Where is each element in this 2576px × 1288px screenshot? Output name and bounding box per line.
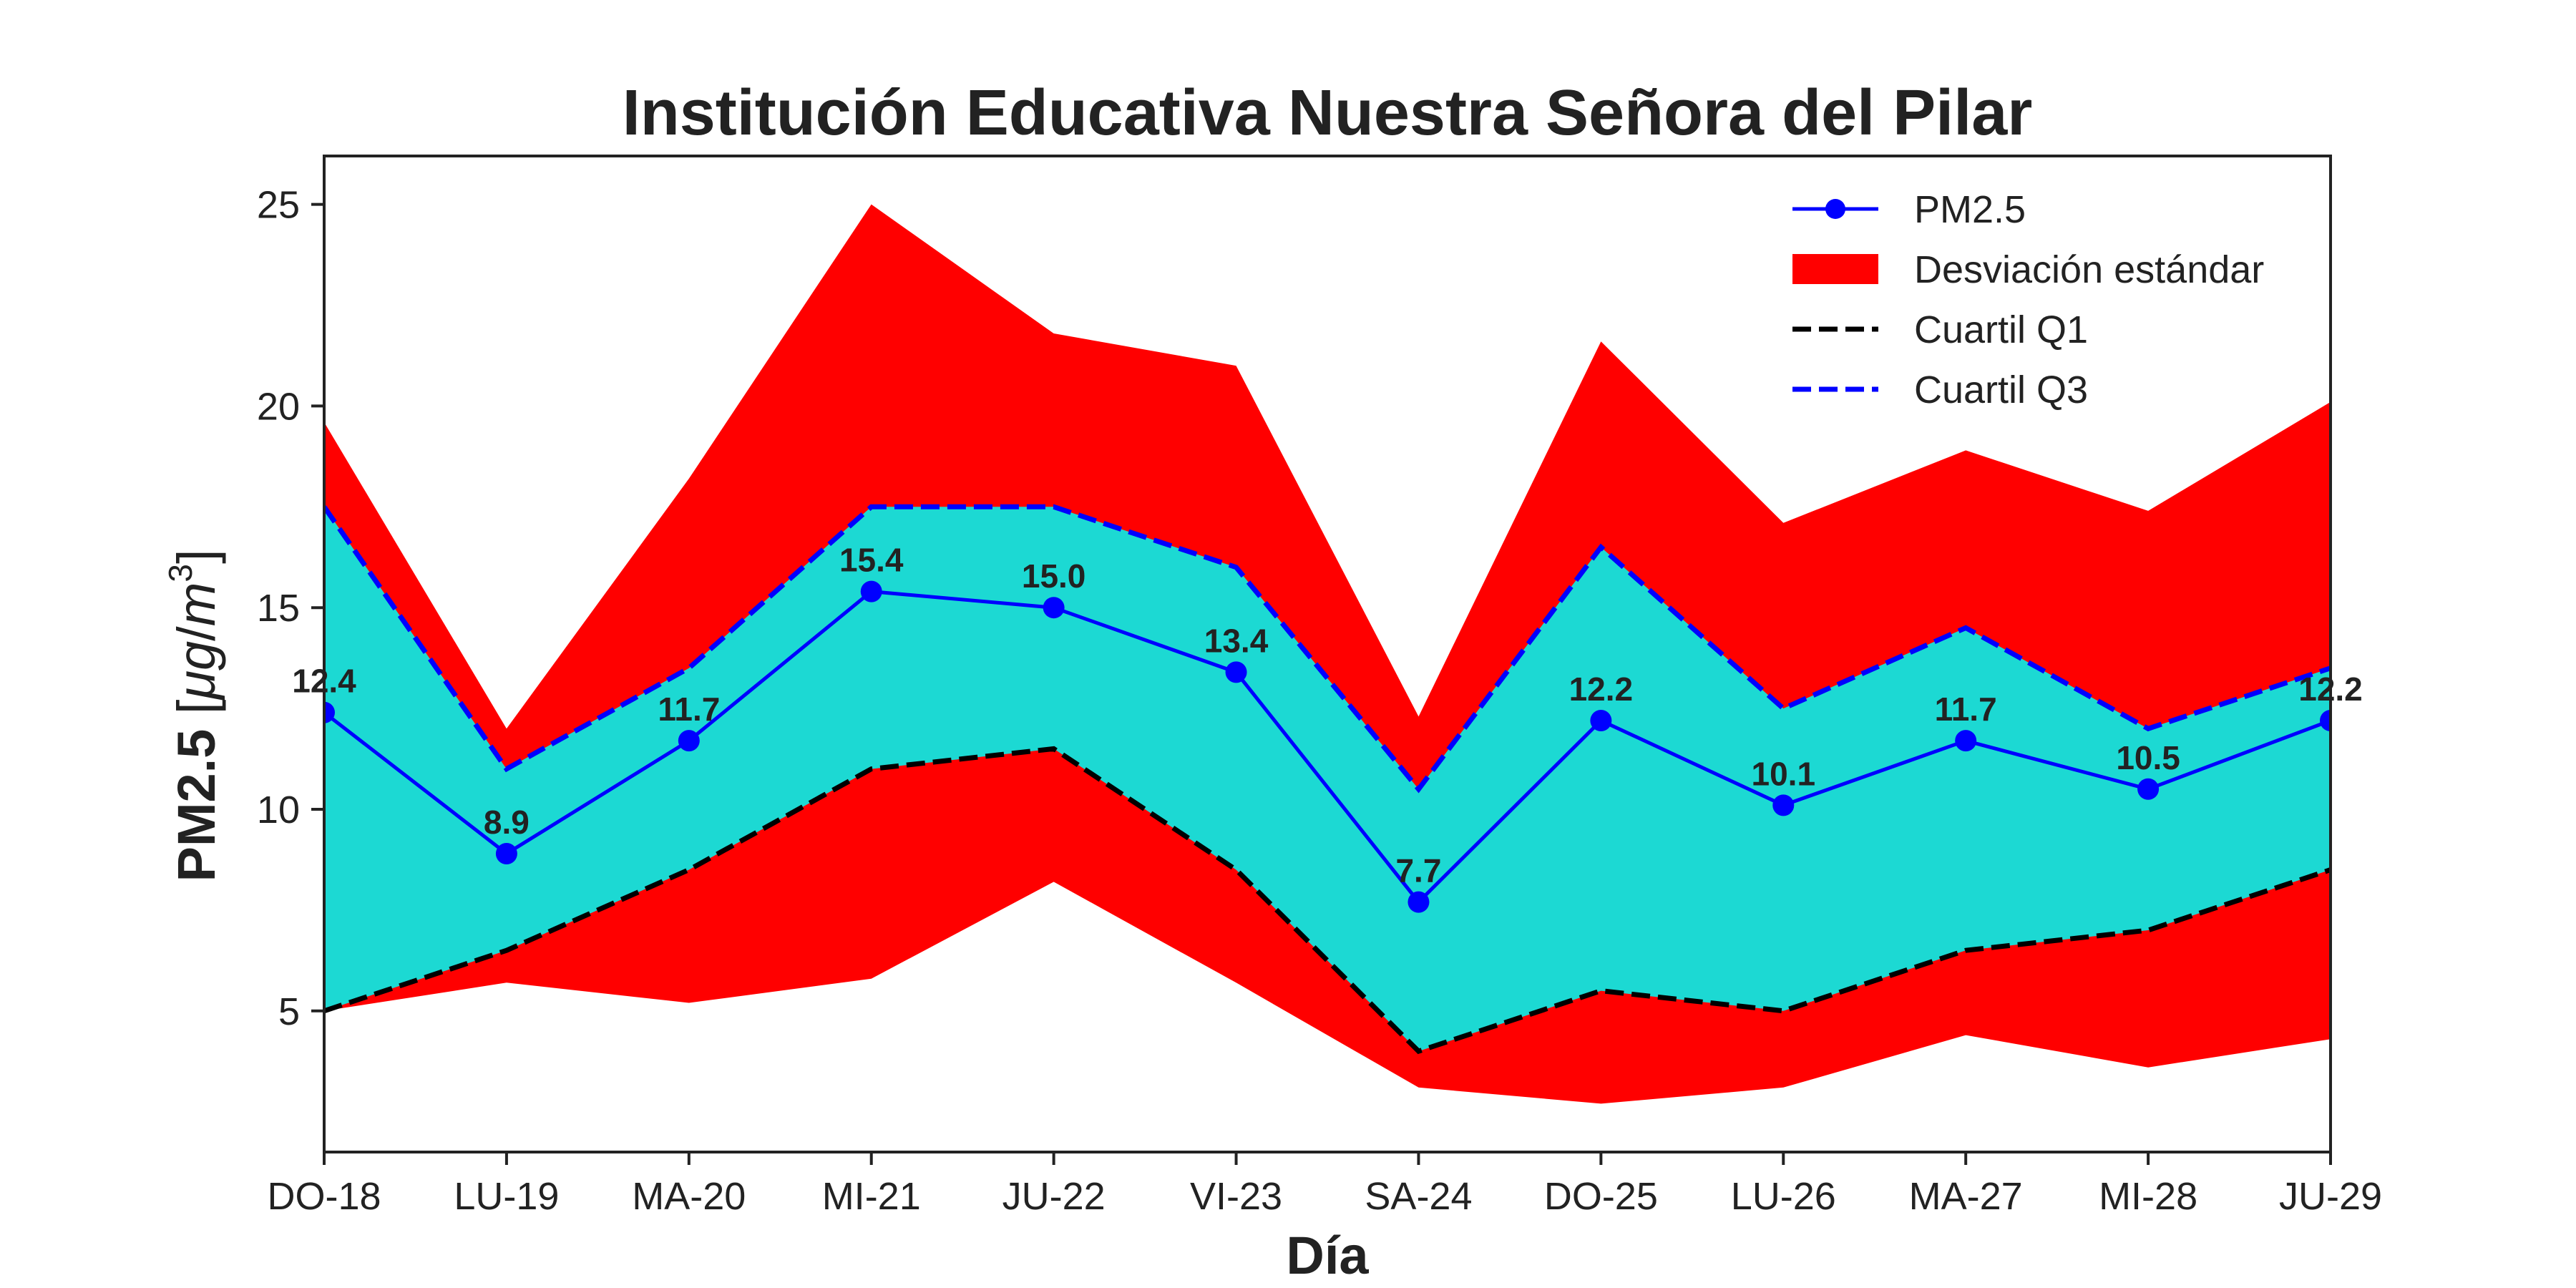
legend-std-swatch [1792, 254, 1878, 284]
y-tick-label: 5 [278, 990, 300, 1033]
x-tick-label: LU-19 [454, 1175, 559, 1218]
x-tick-label: MI-21 [822, 1175, 921, 1218]
x-tick-label: VI-23 [1190, 1175, 1282, 1218]
legend-pm25-marker [1825, 199, 1845, 219]
legend-q3-label: Cuartil Q3 [1914, 369, 2088, 411]
pm25-data-label: 11.7 [658, 691, 720, 728]
y-axis-label-unit-close: ] [167, 549, 226, 564]
pm25-data-label: 10.1 [1752, 755, 1816, 792]
y-axis-label: PM2.5 [μg/m3] [162, 549, 226, 882]
legend-q1-label: Cuartil Q1 [1914, 308, 2088, 351]
y-tick-label: 15 [257, 587, 300, 630]
pm25-data-label: 11.7 [1935, 691, 1997, 728]
plot-area: 12.48.911.715.4 15.013.47.712.210.111.710… [257, 155, 2382, 1218]
pm25-point [1590, 709, 1612, 731]
y-axis-label-unit-slash: / [167, 626, 226, 641]
pm25-point [1043, 597, 1065, 619]
x-tick-label: DO-18 [267, 1175, 381, 1218]
y-axis-label-unit-mu: μ [167, 670, 226, 701]
y-axis-label-main: PM2.5 [167, 729, 226, 882]
y-tick-label: 10 [257, 789, 300, 831]
legend: PM2.5 Desviación estándar Cuartil Q1 Cua… [1792, 188, 2264, 411]
q1-line [324, 746, 2331, 1055]
plot-frame [323, 155, 2332, 1153]
x-axis-label: Día [1286, 1226, 1369, 1285]
interquartile-fill [324, 507, 2331, 1052]
legend-std-label: Desviación estándar [1914, 248, 2264, 291]
pm25-data-label: 13.4 [1204, 622, 1269, 659]
legend-pm25-label: PM2.5 [1914, 188, 2026, 231]
pm25-point [1407, 891, 1430, 913]
chart-title: Institución Educativa Nuestra Señora del… [623, 77, 2033, 149]
x-tick-label: MA-27 [1909, 1175, 2023, 1218]
pm25-point [495, 842, 517, 864]
x-tick-label: SA-24 [1365, 1175, 1472, 1218]
pm25-data-label: 15.4 [839, 542, 904, 579]
x-tick-label: JU-29 [2279, 1175, 2382, 1218]
pm25-data-label: 10.5 [2116, 739, 2180, 776]
y-axis-label-unit-open: [ [167, 700, 226, 729]
pm25-point [1955, 730, 1977, 752]
y-axis-label-unit-g: g [167, 641, 226, 670]
pm25-point [2137, 778, 2160, 800]
y-tick-label: 25 [257, 184, 300, 227]
pm25-data-label: 7.7 [1395, 852, 1441, 889]
pm25-point [1772, 794, 1795, 816]
pm25-data-label: 12.2 [1569, 670, 1634, 708]
x-tick-label: DO-25 [1544, 1175, 1658, 1218]
y-axis-label-unit-exp: 3 [162, 564, 199, 582]
plot-data-group [324, 204, 2331, 1104]
x-tick-label: MI-28 [2099, 1175, 2197, 1218]
pm25-line [324, 590, 2331, 905]
pm25-point [860, 580, 882, 602]
q3-line [324, 504, 2331, 794]
x-tick-label: LU-26 [1731, 1175, 1836, 1218]
pm25-point [2320, 709, 2331, 731]
x-tick-label: JU-22 [1002, 1175, 1106, 1218]
pm25-point [1225, 661, 1247, 683]
pm25-point [678, 730, 700, 752]
y-axis-label-unit-m: m [167, 582, 226, 627]
pm25-point [324, 701, 335, 723]
pm25-data-label: 8.9 [484, 804, 530, 841]
y-tick-label: 20 [257, 385, 300, 428]
x-tick-label: MA-20 [632, 1175, 746, 1218]
pm25-data-label: 15.0 [1022, 557, 1086, 595]
